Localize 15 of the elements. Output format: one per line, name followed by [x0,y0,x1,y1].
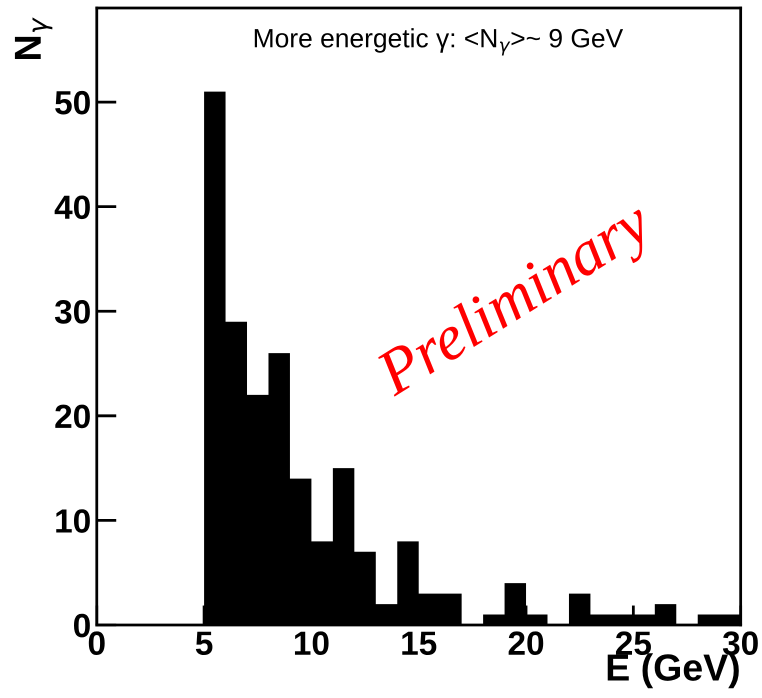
y-tick-label: 30 [54,300,90,324]
x-tick-label: 25 [616,631,651,656]
y-tick-label: 50 [55,90,90,114]
y-tick-label: 40 [54,195,90,220]
y-tick-label: 20 [55,404,90,428]
y-tick-label: 10 [56,509,90,533]
x-tick-label: 15 [402,632,436,656]
y-tick-label: 0 [74,614,90,638]
y-axis-title: N$_{γ}$ [14,17,52,59]
x-tick-label: 0 [88,631,105,656]
x-tick-label: 30 [722,631,758,656]
text: More energetic γ: <N$_{γ}$>~ 9 GeV [254,28,624,56]
x-tick-label: 5 [196,632,212,656]
x-tick-label: 20 [508,631,544,656]
x-tick-label: 10 [294,631,329,656]
